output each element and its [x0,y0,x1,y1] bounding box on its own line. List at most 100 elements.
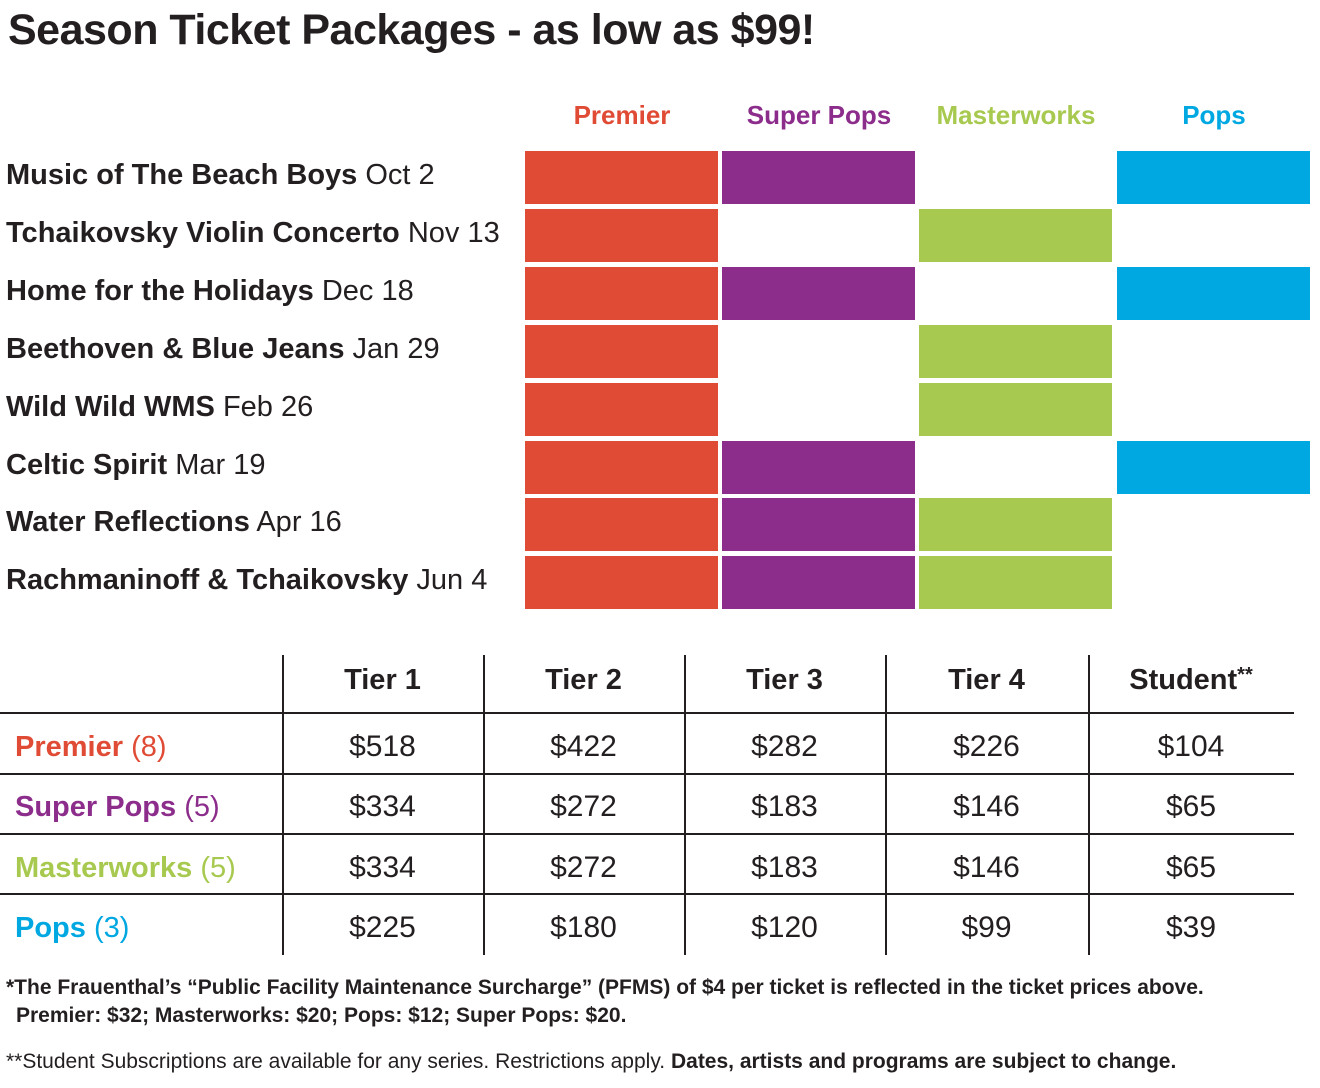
table-row-divider [0,773,1294,775]
series-header-super-pops: Super Pops [746,100,892,130]
event-row: Water Reflections Apr 16 [6,506,342,539]
surcharge-line-1: *The Frauenthal’s “Public Facility Maint… [6,976,1204,999]
table-row-divider [0,893,1294,895]
tier-header-label: Tier 2 [545,664,622,696]
series-cell-premier [525,498,718,551]
series-cell-masterworks [919,556,1112,609]
price-cell: $146 [953,790,1020,823]
series-header-pops: Pops [1182,100,1246,130]
event-row: Rachmaninoff & Tchaikovsky Jun 4 [6,564,487,597]
price-cell: $120 [751,911,818,944]
price-cell: $65 [1165,851,1217,884]
price-cell: $422 [550,730,617,763]
series-cell-masterworks [919,498,1112,551]
price-cell: $183 [751,851,818,884]
series-cell-masterworks [919,209,1112,262]
event-name: Tchaikovsky Violin Concerto [6,217,400,249]
event-name: Music of The Beach Boys [6,159,358,191]
event-row: Beethoven & Blue Jeans Jan 29 [6,333,440,366]
price-cell: $65 [1165,790,1217,823]
table-row-divider [0,833,1294,835]
price-cell: $226 [953,730,1020,763]
event-name: Beethoven & Blue Jeans [6,333,345,365]
series-header-masterworks: Masterworks [936,100,1096,130]
event-name: Home for the Holidays [6,275,314,307]
series-header-premier: Premier [573,100,671,130]
event-name: Water Reflections [6,506,250,538]
package-name: Pops [15,912,86,944]
table-column-divider [483,655,485,955]
event-row: Home for the Holidays Dec 18 [6,275,414,308]
price-cell: $272 [550,790,617,823]
surcharge-footnote: *The Frauenthal’s “Public Facility Maint… [6,974,1204,1030]
event-date: Feb 26 [222,391,314,423]
package-label-premier: Premier (8) [15,731,167,764]
series-cell-masterworks [919,383,1112,436]
price-cell: $99 [961,911,1012,944]
package-count: (5) [200,852,236,884]
tier-header: Tier 3 [684,664,885,704]
series-cell-super-pops [722,267,915,320]
price-cell: $146 [953,851,1020,884]
student-note-bold: Dates, artists and programs are subject … [670,1050,1177,1073]
series-cell-super-pops [722,441,915,494]
event-date: Apr 16 [256,506,342,538]
event-date: Oct 2 [365,159,435,191]
event-date: Mar 19 [175,449,266,481]
price-cell: $272 [550,851,617,884]
tier-header: Student** [1088,664,1294,704]
series-cell-masterworks [919,325,1112,378]
tier-header: Tier 4 [885,664,1088,704]
series-cell-premier [525,441,718,494]
package-name: Super Pops [15,791,177,823]
package-label-masterworks: Masterworks (5) [15,852,236,885]
tier-header: Tier 2 [483,664,684,704]
table-column-divider [282,655,284,955]
student-footnote: **Student Subscriptions are available fo… [6,1050,1176,1074]
series-cell-premier [525,556,718,609]
event-name: Celtic Spirit [6,449,168,481]
package-label-super-pops: Super Pops (5) [15,791,220,824]
event-date: Jan 29 [352,333,440,365]
event-row: Music of The Beach Boys Oct 2 [6,159,435,192]
package-count: (3) [93,912,130,944]
package-count: (5) [184,791,220,823]
event-date: Jun 4 [416,564,488,596]
series-cell-super-pops [722,556,915,609]
series-cell-pops [1117,441,1310,494]
series-cell-premier [525,383,718,436]
tier-header: Tier 1 [282,664,483,704]
price-cell: $282 [751,730,818,763]
tier-header-label: Tier 4 [948,664,1025,696]
event-row: Celtic Spirit Mar 19 [6,449,265,482]
student-mark: ** [1237,664,1253,686]
price-cell: $334 [349,790,416,823]
event-row: Wild Wild WMS Feb 26 [6,391,313,424]
table-column-divider [885,655,887,955]
price-cell: $183 [751,790,818,823]
series-cell-premier [525,209,718,262]
event-date: Nov 13 [407,217,500,249]
tier-header-label: Tier 1 [344,664,421,696]
price-cell: $334 [349,851,416,884]
price-cell: $518 [349,730,416,763]
series-cell-premier [525,267,718,320]
surcharge-line-2: Premier: $32; Masterworks: $20; Pops: $1… [16,1004,627,1027]
series-cell-premier [525,325,718,378]
series-cell-super-pops [722,498,915,551]
package-count: (8) [131,731,167,763]
price-cell: $180 [550,911,617,944]
price-cell: $104 [1157,730,1225,763]
price-cell: $39 [1165,911,1217,944]
table-column-divider [684,655,686,955]
package-label-pops: Pops (3) [15,912,129,945]
event-row: Tchaikovsky Violin Concerto Nov 13 [6,217,500,250]
price-cell: $225 [349,911,416,944]
event-date: Dec 18 [321,275,414,307]
package-name: Masterworks [15,852,193,884]
series-cell-super-pops [722,151,915,204]
tier-header-label: Tier 3 [746,664,823,696]
series-cell-premier [525,151,718,204]
series-cell-pops [1117,151,1310,204]
tier-header-label: Student [1129,664,1238,696]
